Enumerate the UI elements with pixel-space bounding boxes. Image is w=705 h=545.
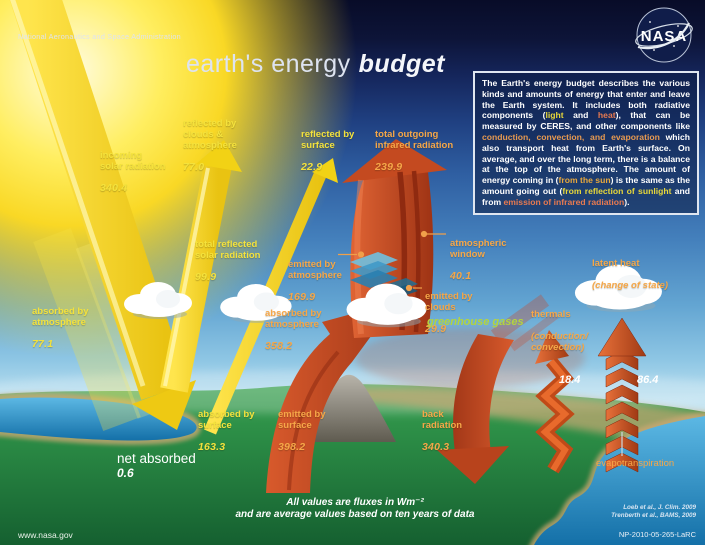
label-value: 358.2 [265,340,293,352]
atmosphere-layers [350,252,398,288]
label-value: 77.0 [183,161,205,173]
label-latent-heat: latent heat (change of state) [592,247,668,302]
infobox-text: ), that can be measured by CERES, and ot… [482,110,690,132]
label-emitted-by-atmosphere: emitted by atmosphere 169.9 [288,248,342,314]
back-radiation-fade [490,294,559,352]
label-value: 0.6 [117,466,134,480]
label-text: atmospheric window [450,238,507,260]
label-greenhouse-gases: greenhouse gases [427,316,524,328]
infobox-text-light: light [545,110,564,121]
value-latent-heat: 86.4 [637,374,659,386]
reflected-clouds-arrow [160,140,242,393]
label-absorbed-by-atmosphere: absorbed by atmosphere 77.1 [32,295,89,361]
label-thermals: thermals (conduction/ convection) [531,298,588,364]
label-text: thermals [531,309,571,320]
description-box: The Earth's energy budget describes the … [473,71,699,215]
label-text: incoming solar radiation [100,150,166,172]
label-subtext: (change of state) [592,280,669,291]
label-text: absorbed by atmosphere [265,308,322,330]
footnote: All values are fluxes in Wm⁻² and are av… [155,497,555,520]
label-back-radiation: back radiation 340.3 [422,398,462,464]
label-text: emitted by clouds [425,291,473,313]
footnote-line1: All values are fluxes in Wm⁻² [286,497,424,508]
label-absorbed-by-atmosphere-ir: absorbed by atmosphere 358.2 [265,297,322,363]
label-total-reflected-solar: total reflected solar radiation 99.9 [195,228,260,294]
infobox-text-reflection: from reflection of sunlight [562,185,672,196]
label-text: latent heat [592,258,640,269]
infobox-text: which also transport heat from Earth's s… [482,131,690,186]
document-number: NP-2010-05-265-LaRC [618,530,696,539]
label-incoming-solar-radiation: incoming solar radiation 340.4 [100,139,165,205]
label-text: total reflected solar radiation [195,239,261,261]
label-text: reflected by surface [301,129,355,151]
citations: Loeb et al., J. Clim. 2009 Trenberth et … [611,504,696,519]
label-value: 40.1 [450,270,472,282]
label-text: emitted by atmosphere [288,259,342,281]
emitted-surface-arrow [266,302,396,493]
incoming-solar-arrow [9,0,196,430]
label-text: reflected by clouds & atmosphere [183,118,237,151]
label-value: 340.4 [100,182,128,194]
label-value: 22.9 [301,161,323,173]
label-value: 163.3 [198,441,226,453]
label-value: 29.9 [425,323,447,335]
label-atmospheric-window: atmospheric window 40.1 [450,227,507,293]
label-absorbed-by-surface: absorbed by surface 163.3 [198,398,255,464]
label-text: net absorbed [117,451,196,466]
label-text: back radiation [422,409,463,431]
infobox-text: ) is the same as the amount going out ( [482,175,690,196]
label-value: 239.9 [375,161,403,173]
title-part-bold: budget [358,50,445,78]
label-subtext: (conduction/ convection) [531,331,588,353]
infobox-text-emission: emission of infrared radiation [503,196,625,207]
infobox-text: and [563,110,598,121]
nasa-logo: NASA [635,7,693,63]
label-total-outgoing-infrared: total outgoing infrared radiation 239.9 [375,118,453,184]
label-value: 99.9 [195,271,217,283]
label-value: 169.9 [288,291,316,303]
nasa-logo-text: NASA [641,28,688,45]
agency-name: National Aeronautics and Space Administr… [18,32,181,41]
value-thermals: 18.4 [559,374,581,386]
website-url: www.nasa.gov [18,530,73,540]
label-text: total outgoing infrared radiation [375,129,454,151]
leader-lines [338,230,623,456]
infobox-text: The Earth's energy budget describes the … [482,78,690,121]
mountain [300,374,396,442]
infobox-text: ). [624,196,630,207]
citation-line1: Loeb et al., J. Clim. 2009 [623,504,696,511]
infobox-text-heat: heat [597,110,616,121]
infobox-text: and from [482,185,690,207]
citation-line2: Trenberth et al., BAMS, 2009 [611,511,696,519]
label-net-absorbed: net absorbed 0.6 [117,451,196,481]
label-text: absorbed by atmosphere [32,306,89,328]
latent-heat-arrow [597,317,647,473]
label-emitted-by-clouds: emitted by clouds 29.9 [425,280,473,346]
label-reflected-by-surface: reflected by surface 22.9 [301,118,354,184]
label-evapotranspiration: evapotranspiration [596,458,675,469]
label-emitted-by-surface: emitted by surface 398.2 [278,398,326,464]
infobox-text-transport: conduction, convection, and evaporation [482,131,660,142]
label-reflected-by-clouds: reflected by clouds & atmosphere 77.0 [183,107,237,184]
title-part-regular: earth's energy [186,50,351,78]
thermals-arrow [535,330,575,474]
back-radiation-arrow [437,334,514,484]
label-text: absorbed by surface [198,409,255,431]
label-value: 340.3 [422,441,450,453]
infobox-text-sun: from the sun [558,175,611,186]
footnote-line2: and are average values based on ten year… [235,508,475,520]
label-value: 77.1 [32,338,54,350]
label-value: 398.2 [278,441,306,453]
page-title: earth's energy budget [186,50,445,79]
label-text: emitted by surface [278,409,326,431]
